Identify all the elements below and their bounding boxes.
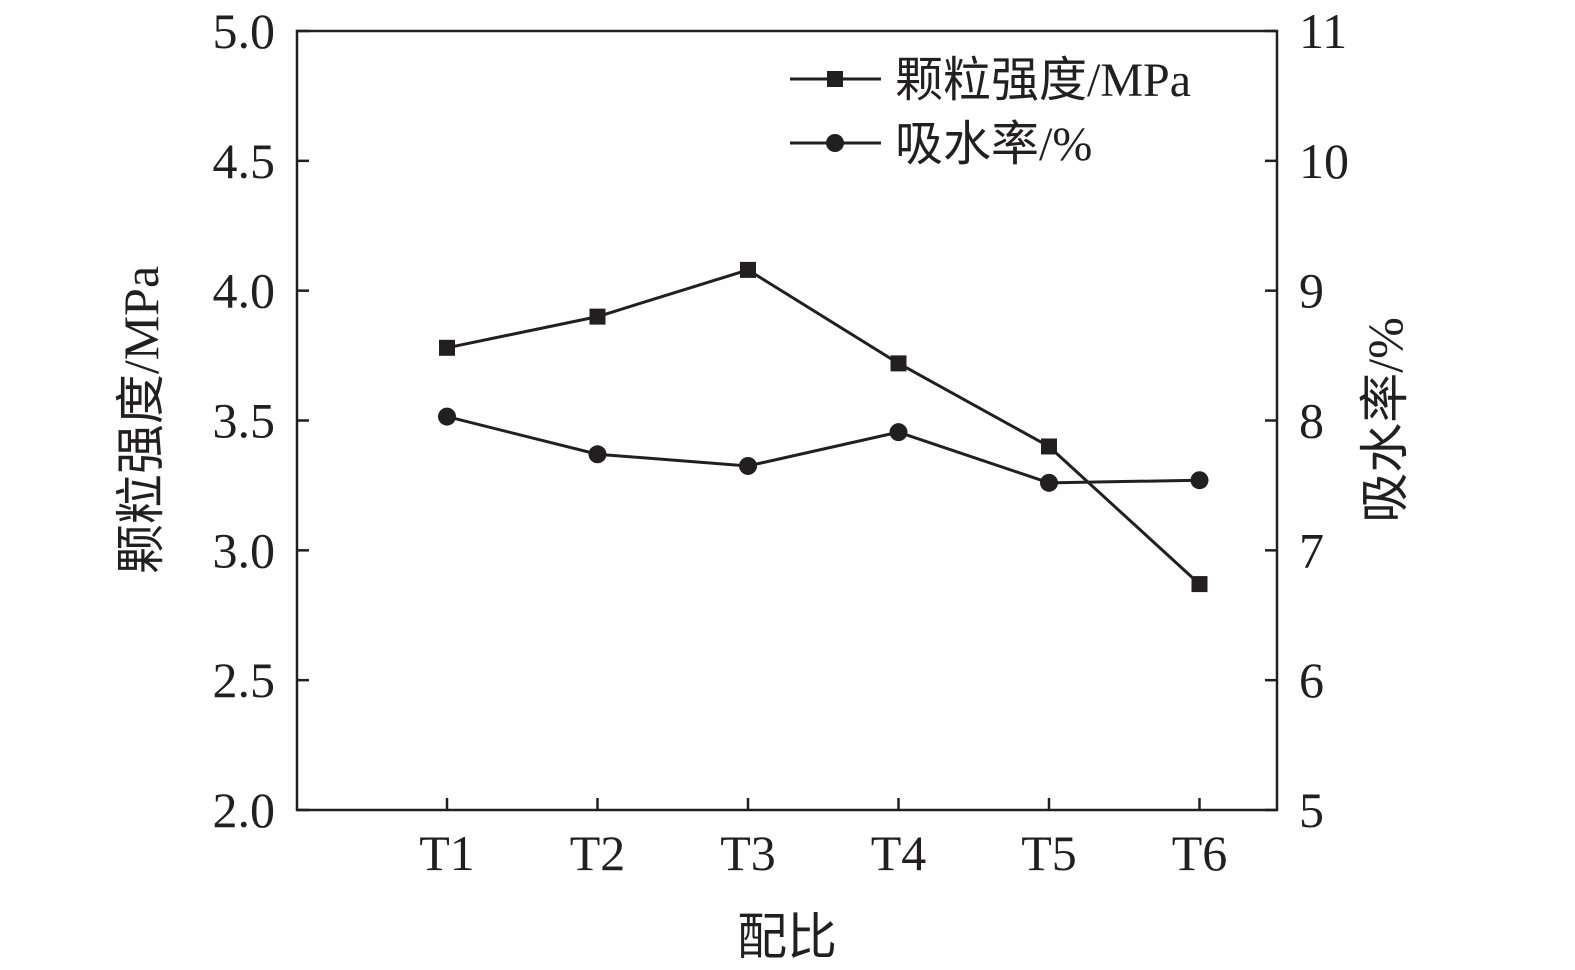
x-tick-label: T2 — [570, 825, 626, 881]
data-point-circle-4 — [1040, 473, 1058, 492]
series-line-1 — [446, 415, 1200, 485]
x-tick-label: T6 — [1172, 825, 1228, 881]
legend-square-marker — [827, 71, 843, 87]
legend-circle-marker — [826, 134, 844, 152]
left-y-tick-label: 3.0 — [213, 522, 276, 578]
series-line-0 — [446, 268, 1201, 586]
x-tick-label: T5 — [1021, 825, 1077, 881]
data-point-circle-3 — [889, 423, 908, 442]
right-y-tick-label: 7 — [1299, 522, 1324, 578]
data-point-circle-1 — [588, 445, 607, 464]
x-tick-label: T4 — [871, 825, 927, 881]
right-y-tick-label: 9 — [1299, 263, 1324, 319]
left-y-tick-label: 4.5 — [213, 133, 276, 189]
data-point-square-2 — [740, 261, 756, 278]
left-y-tick-label: 3.5 — [213, 393, 276, 449]
left-y-axis-title: 颗粒强度/MPa — [113, 266, 169, 574]
data-point-square-1 — [589, 308, 606, 325]
data-point-square-4 — [1041, 438, 1057, 455]
left-y-tick-label: 5.0 — [213, 3, 276, 59]
right-y-tick-label: 10 — [1299, 133, 1349, 189]
data-point-square-3 — [890, 355, 907, 372]
legend-label-1: 吸水率/% — [895, 118, 1092, 171]
left-y-tick-label: 2.5 — [213, 652, 276, 708]
data-point-square-5 — [1191, 576, 1208, 593]
legend-label-0: 颗粒强度/MPa — [895, 54, 1191, 107]
data-point-square-0 — [439, 339, 455, 356]
left-y-tick-label: 2.0 — [213, 782, 276, 838]
data-point-circle-5 — [1190, 471, 1209, 490]
left-y-tick-label: 4.0 — [213, 263, 276, 319]
right-y-axis-title: 吸水率/% — [1357, 317, 1413, 523]
right-y-tick-label: 8 — [1299, 393, 1324, 449]
x-tick-label: T1 — [419, 825, 475, 881]
right-y-tick-label: 6 — [1299, 652, 1324, 708]
data-point-circle-0 — [438, 407, 456, 426]
x-tick-label: T3 — [720, 825, 776, 881]
x-axis-title: 配比 — [737, 909, 837, 965]
data-point-circle-2 — [739, 456, 757, 475]
right-y-tick-label: 5 — [1299, 782, 1324, 838]
right-y-tick-label: 11 — [1299, 3, 1347, 59]
